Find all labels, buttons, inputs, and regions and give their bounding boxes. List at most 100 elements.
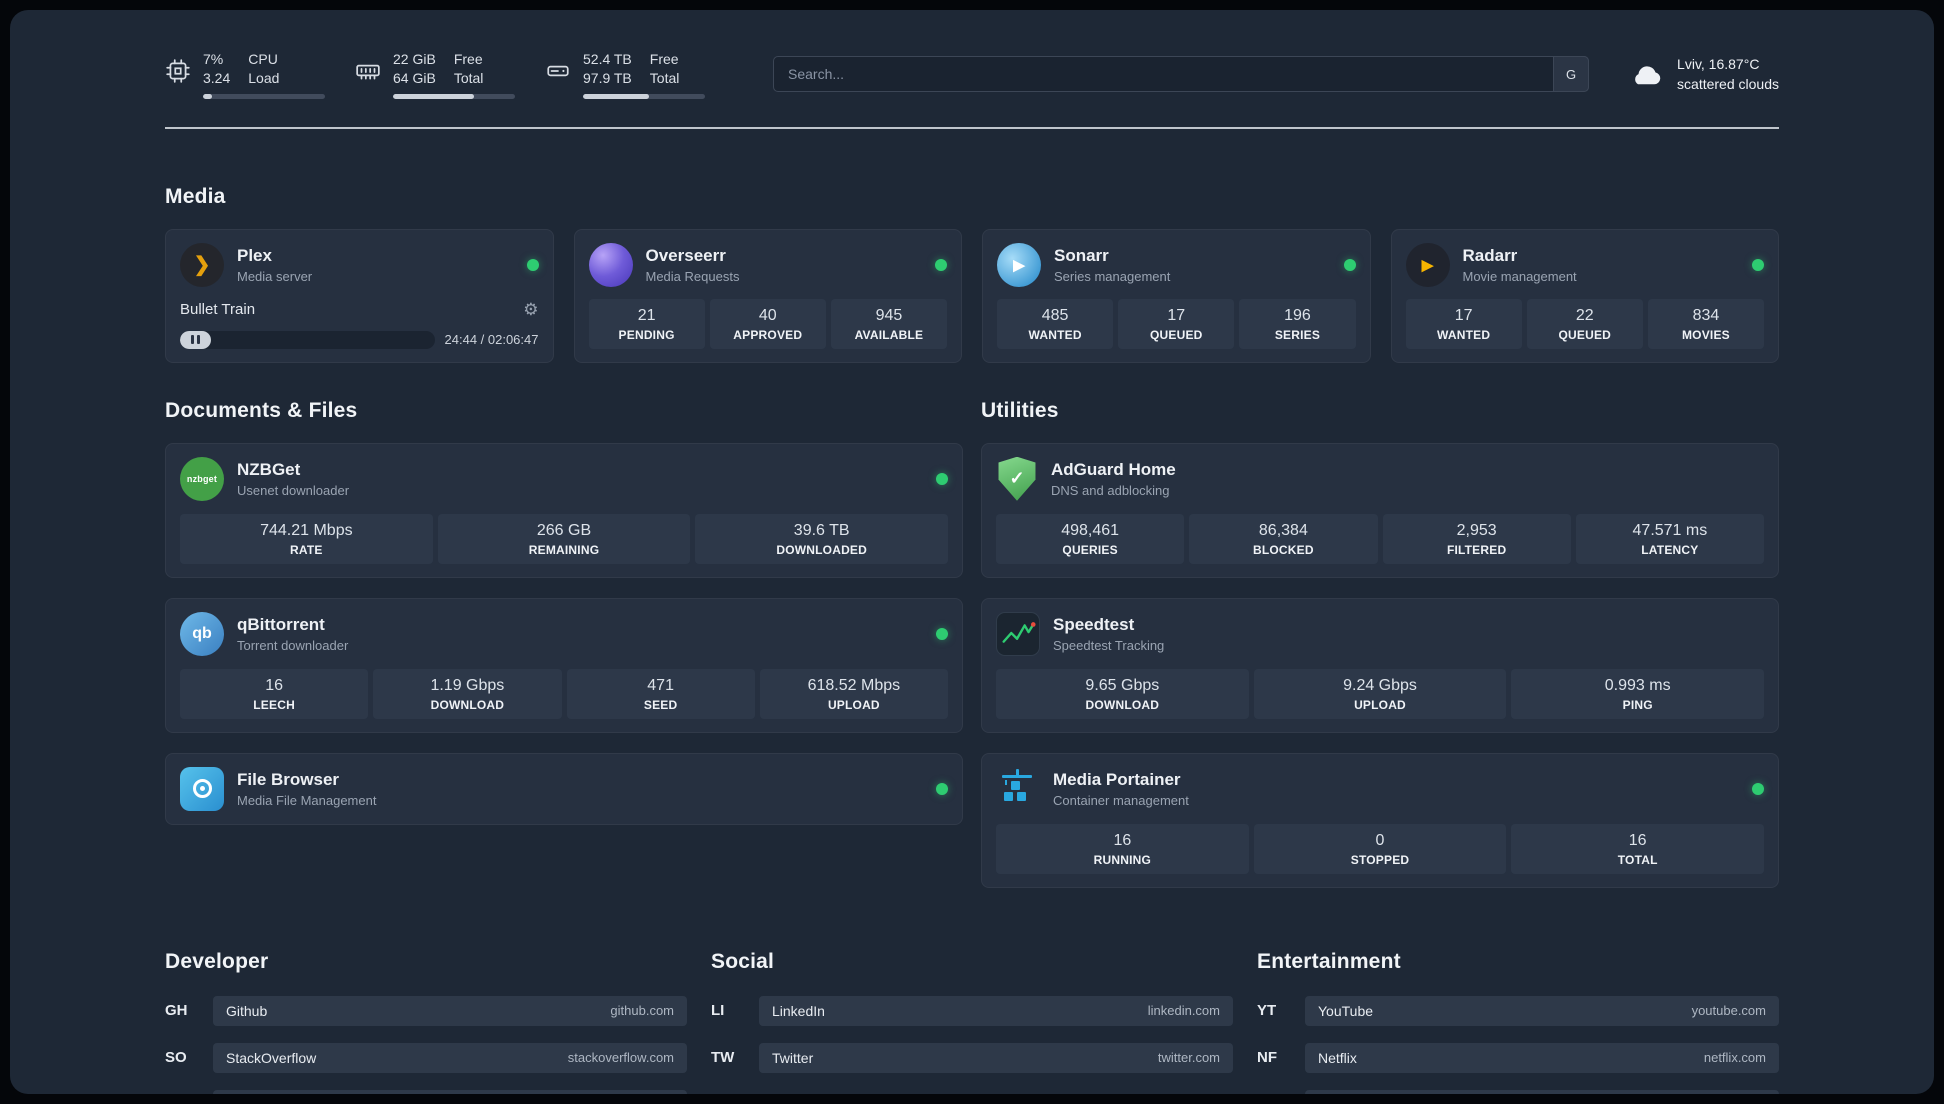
bookmark-netflix[interactable]: NF Netflix netflix.com <box>1257 1042 1779 1073</box>
dashboard: 7% 3.24 CPU Load <box>10 10 1934 1094</box>
stat-tile: 485 WANTED <box>997 298 1114 349</box>
cpu-values: 7% 3.24 <box>203 50 230 88</box>
pause-icon[interactable] <box>180 330 211 349</box>
radarr-icon: ▶ <box>1405 242 1450 287</box>
stat-tile: 16 LEECH <box>180 668 369 719</box>
stat-tile: 834 MOVIES <box>1647 298 1765 349</box>
speedtest-icon <box>996 611 1040 656</box>
service-name: Overseerr <box>645 245 726 265</box>
portainer-icon <box>996 767 1040 811</box>
stat-tile: 17 WANTED <box>1405 298 1522 349</box>
bookmark-youtube[interactable]: YT YouTube youtube.com <box>1257 995 1779 1026</box>
gear-icon[interactable]: ⚙ <box>523 299 539 319</box>
service-name: qBittorrent <box>237 614 325 634</box>
sonarr-card[interactable]: ▶ Sonarr Series management 485 WANTED <box>982 228 1371 363</box>
disk-total: 97.9 TB <box>583 69 632 86</box>
stat-tile: 266 GB REMAINING <box>437 513 691 564</box>
disk-progressbar <box>583 93 705 99</box>
stat-tile: 1.19 Gbps DOWNLOAD <box>373 668 562 719</box>
radarr-card[interactable]: ▶ Radarr Movie management 17 WANTED <box>1390 228 1779 363</box>
status-dot <box>1343 258 1356 271</box>
now-playing-title: Bullet Train <box>180 301 256 319</box>
playback-progressbar[interactable] <box>180 330 435 349</box>
overseerr-icon <box>588 242 633 287</box>
stat-tile: 39.6 TB DOWNLOADED <box>695 513 949 564</box>
stat-tile: 40 APPROVED <box>709 298 826 349</box>
cloud-icon <box>1627 55 1665 93</box>
status-dot <box>935 258 947 271</box>
stat-tile: 471 SEED <box>566 668 755 719</box>
service-name: Media Portainer <box>1053 769 1181 789</box>
portainer-card[interactable]: Media Portainer Container management 16 … <box>981 752 1779 888</box>
service-subtitle: Movie management <box>1462 268 1577 284</box>
media-section-title: Media <box>165 184 226 208</box>
section-media: Media ❯ Plex Media server Bullet Train <box>165 185 1779 363</box>
service-subtitle: Torrent downloader <box>237 637 349 653</box>
speedtest-card[interactable]: Speedtest Speedtest Tracking 9.65 Gbps D… <box>981 597 1779 733</box>
service-subtitle: Media File Management <box>237 792 377 808</box>
developer-section-title: Developer <box>165 949 269 973</box>
nzbget-card[interactable]: nzbget NZBGet Usenet downloader 744.21 M… <box>165 442 963 578</box>
stat-tile: 498,461 QUERIES <box>996 513 1185 564</box>
service-subtitle: DNS and adblocking <box>1051 482 1170 498</box>
stat-tile: 86,384 BLOCKED <box>1189 513 1378 564</box>
weather-condition: scattered clouds <box>1677 76 1779 93</box>
cpu-percent: 7% <box>203 51 224 67</box>
social-section-title: Social <box>711 949 775 973</box>
bookmark-linkedin[interactable]: LI LinkedIn linkedin.com <box>711 995 1233 1026</box>
service-subtitle: Series management <box>1054 268 1171 284</box>
section-social: Social LI LinkedIn linkedin.com TW Twitt… <box>711 950 1233 1094</box>
disk-values: 52.4 TB 97.9 TB <box>583 50 632 88</box>
cpu-load-value: 3.24 <box>203 69 231 86</box>
bookmark-github[interactable]: GH Github github.com <box>165 995 687 1026</box>
adguard-card[interactable]: ✓ AdGuard Home DNS and adblocking 498,46… <box>981 442 1779 578</box>
status-dot <box>1752 258 1764 271</box>
cpu-icon <box>165 50 191 84</box>
documents-section-title: Documents & Files <box>165 398 358 422</box>
status-dot <box>1752 782 1764 795</box>
top-bar: 7% 3.24 CPU Load <box>165 10 1779 99</box>
plex-card[interactable]: ❯ Plex Media server Bullet Train ⚙ <box>165 228 554 363</box>
service-name: NZBGet <box>237 459 301 479</box>
search-engine-button[interactable]: G <box>1553 56 1590 93</box>
service-name: Plex <box>237 245 272 265</box>
service-subtitle: Media server <box>237 268 313 284</box>
disk-free: 52.4 TB <box>583 51 632 67</box>
bookmark-reddit[interactable]: RE Reddit reddit.com <box>1257 1089 1779 1094</box>
service-subtitle: Media Requests <box>645 268 740 284</box>
stat-tile: 9.24 Gbps UPLOAD <box>1253 668 1507 719</box>
status-dot <box>936 627 948 640</box>
qbittorrent-card[interactable]: qb qBittorrent Torrent downloader 16 LEE… <box>165 597 963 733</box>
service-name: AdGuard Home <box>1051 459 1176 479</box>
filebrowser-card[interactable]: File Browser Media File Management <box>165 752 963 825</box>
weather-widget[interactable]: Lviv, 16.87°C scattered clouds <box>1627 54 1779 95</box>
status-dot <box>936 782 948 795</box>
overseerr-card[interactable]: Overseerr Media Requests 21 PENDING 40 A… <box>573 228 962 363</box>
bookmark-stackoverflow[interactable]: SO StackOverflow stackoverflow.com <box>165 1042 687 1073</box>
weather-location: Lviv, 16.87°C <box>1677 56 1760 73</box>
ram-progressbar <box>393 93 515 99</box>
stat-tile: 9.65 Gbps DOWNLOAD <box>996 668 1249 719</box>
stat-tile: 0 STOPPED <box>1253 823 1507 874</box>
section-entertainment: Entertainment YT YouTube youtube.com NF … <box>1257 950 1779 1094</box>
stat-tile: 945 AVAILABLE <box>830 298 948 349</box>
service-subtitle: Container management <box>1053 792 1189 808</box>
section-utilities: Utilities ✓ AdGuard Home DNS and adblock… <box>981 399 1779 888</box>
ram-labels: Free Total <box>453 51 484 86</box>
stat-tile: 2,953 FILTERED <box>1382 513 1571 564</box>
service-name: File Browser <box>237 769 340 789</box>
disk-labels: Free Total <box>649 51 680 86</box>
service-subtitle: Speedtest Tracking <box>1053 637 1165 653</box>
cpu-progressbar <box>203 93 325 99</box>
section-developer: Developer GH Github github.com SO StackO… <box>165 950 687 1094</box>
stat-tile: 744.21 Mbps RATE <box>180 513 433 564</box>
search-input[interactable] <box>773 56 1590 93</box>
disk-icon <box>545 50 571 84</box>
status-dot <box>936 472 948 485</box>
stat-tile: 16 RUNNING <box>996 823 1249 874</box>
bookmark-dev[interactable]: DT DEV dev.to <box>165 1089 687 1094</box>
nzbget-icon: nzbget <box>180 456 224 501</box>
search-bar: G <box>773 56 1590 93</box>
sonarr-icon: ▶ <box>997 242 1041 287</box>
bookmark-twitter[interactable]: TW Twitter twitter.com <box>711 1042 1233 1073</box>
